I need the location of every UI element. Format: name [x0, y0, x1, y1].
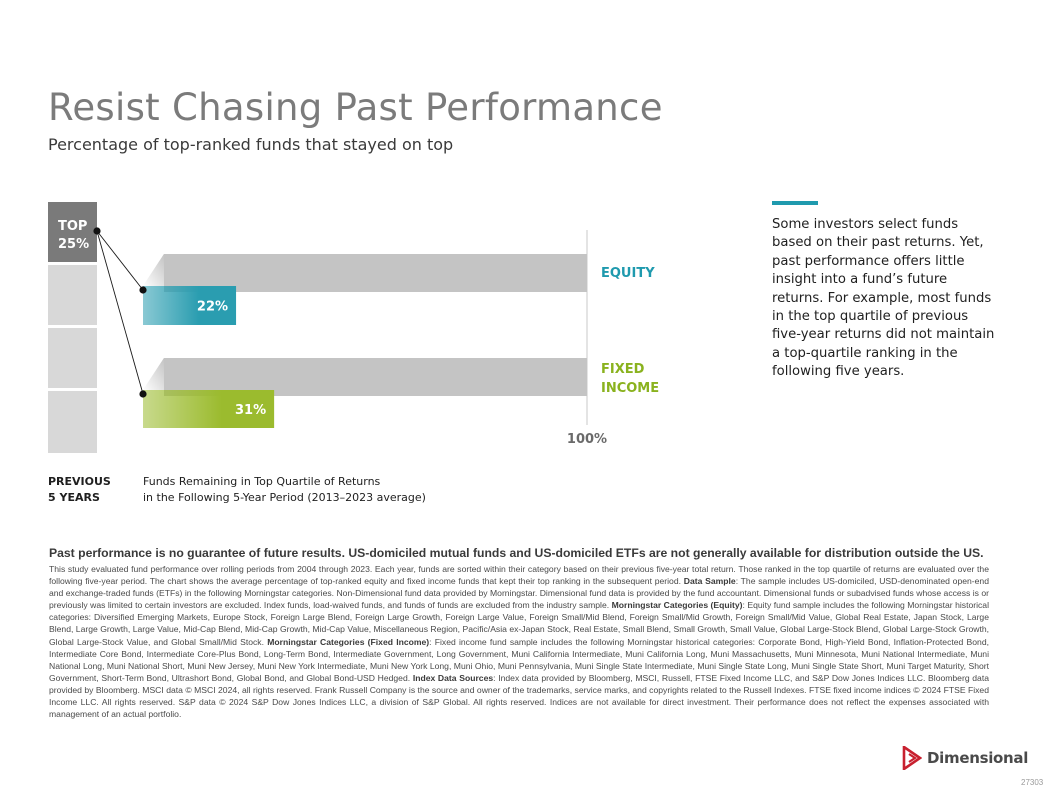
logo-text: Dimensional	[927, 749, 1029, 767]
footnote-lead: Past performance is no guarantee of futu…	[49, 546, 984, 560]
footnote-heading: Morningstar Categories (Fixed Income)	[267, 636, 430, 647]
footnote-part: : Equity fund sample includes the follow…	[49, 600, 990, 647]
following-period-caption: Funds Remaining in Top Quartile of Retur…	[143, 475, 381, 488]
connector-dot	[139, 286, 147, 294]
top-box-label: TOP	[58, 219, 87, 234]
value-bar	[143, 286, 237, 325]
chart-layer: TOP 25% 100% 22% EQUITY 31% FIXED INCOME PREVIOU…	[48, 202, 659, 504]
dimensional-logo-icon	[902, 746, 922, 770]
quartile-box	[48, 328, 97, 388]
category-label: EQUITY	[601, 266, 655, 281]
quartile-box	[48, 391, 97, 453]
footnote-part: : The sample includes US-domiciled, USD-…	[49, 576, 989, 611]
following-period-caption: in the Following 5-Year Period (2013–202…	[143, 491, 426, 504]
value-label: 31%	[235, 403, 266, 418]
connector-dot	[93, 227, 101, 235]
quartile-box	[48, 265, 97, 325]
sidebar-text: Some investors select funds based on the…	[772, 217, 995, 380]
footnote-heading: Morningstar Categories (Equity)	[611, 600, 743, 611]
footnote-part: : Index data provided by Bloomberg, MSCI…	[49, 672, 990, 720]
footnote-heading: Index Data Sources	[412, 672, 494, 683]
category-label: INCOME	[601, 381, 659, 396]
reference-bar	[164, 358, 587, 396]
connector-dot	[139, 390, 147, 398]
reference-bar	[164, 254, 587, 292]
disclosure-footnote: Past performance is no guarantee of futu…	[49, 546, 989, 720]
top-quartile-box	[48, 202, 97, 262]
footnote-part: This study evaluated fund performance ov…	[49, 564, 989, 587]
category-label: FIXED	[601, 362, 645, 377]
connector-line	[96, 230, 144, 395]
value-bar	[143, 390, 275, 428]
footnote-part: : Fixed income fund sample includes the …	[49, 636, 989, 683]
page-title: Resist Chasing Past Performance	[48, 86, 663, 129]
previous-years-caption: PREVIOUS	[48, 475, 111, 488]
previous-years-caption: 5 YEARS	[48, 491, 100, 504]
footnote-heading: Data Sample	[683, 576, 736, 587]
footnote-body: This study evaluated fund performance ov…	[49, 563, 989, 720]
bar-bevel-shade	[143, 358, 164, 390]
page-subtitle: Percentage of top-ranked funds that stay…	[48, 135, 454, 154]
reference-label: 100%	[567, 432, 607, 447]
page-number: 27303	[1021, 778, 1044, 787]
dimensional-logo: Dimensional	[902, 745, 1028, 771]
value-label: 22%	[197, 300, 228, 315]
connector-line	[96, 230, 144, 291]
bar-bevel-shade	[143, 254, 164, 286]
top-box-label: 25%	[58, 237, 89, 252]
accent-line	[772, 201, 818, 205]
